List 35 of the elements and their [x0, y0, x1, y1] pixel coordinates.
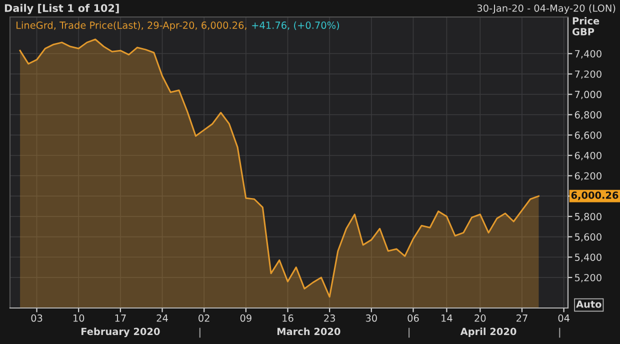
x-tick-label: 02	[198, 314, 210, 322]
text: April 2020	[460, 328, 516, 338]
y-tick-label: 5,600	[575, 233, 602, 242]
x-tick-label: 24	[156, 314, 168, 322]
x-tick-label: 16	[282, 314, 294, 322]
x-tick-label: 27	[516, 314, 528, 322]
y-tick-label: 6,200	[574, 172, 602, 181]
x-tick-label: 20	[474, 314, 486, 322]
y-tick-label: 5,800	[575, 212, 602, 222]
text: LineGrd, Trade Price(Last), 29-Apr-20, 6,000.26,	[16, 21, 246, 31]
text: Auto	[576, 300, 602, 308]
x-tick-label: 23	[324, 314, 335, 322]
y-tick-label: 6,400	[574, 152, 602, 160]
x-tick-label: 06	[408, 314, 419, 322]
y-axis-title: Price GBP	[572, 17, 600, 36]
x-tick-label: 17	[115, 314, 126, 322]
y-tick-label: 6,600	[574, 132, 602, 140]
y-tick-label: 5,400	[575, 254, 602, 262]
text: February 2020	[81, 328, 160, 338]
chart-subtitle: 30-Jan-20 - 04-May-20 (LON)	[477, 4, 616, 14]
text: March 2020	[277, 328, 340, 336]
annotation: +41.76, (+0.70%)	[252, 21, 340, 30]
y-tick-label: 5,200	[575, 274, 602, 282]
x-tick-label: 10	[73, 314, 84, 322]
x-tick-label: 30	[366, 314, 377, 322]
x-tick-label: 03	[31, 314, 42, 322]
y-tick-label: 6,800	[574, 111, 602, 120]
x-tick-label: 04	[558, 314, 570, 322]
chart-title: Daily [List 1 of 102]	[4, 4, 119, 14]
y-tick-label: 7,400	[575, 50, 602, 58]
x-tick-label: 14	[442, 314, 452, 322]
y-tick-label: 7,200	[575, 70, 602, 79]
x-tick-label: 09	[240, 314, 252, 322]
text: 6,000.26	[571, 192, 618, 200]
y-tick-label: 7,000	[575, 90, 602, 100]
